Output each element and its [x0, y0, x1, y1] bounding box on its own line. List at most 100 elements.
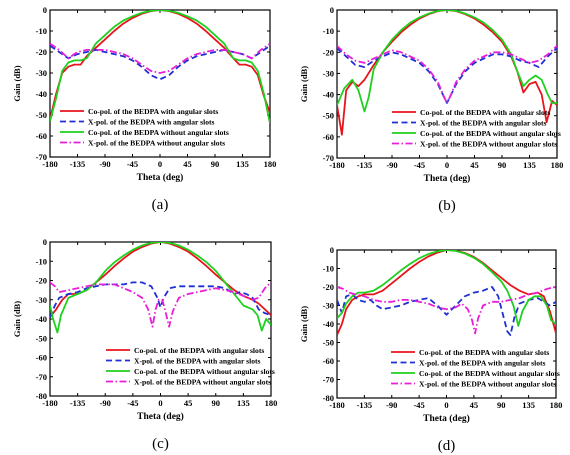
x-tick-label: -135	[70, 398, 86, 408]
series-line-4	[50, 281, 271, 328]
series-line-1	[337, 250, 556, 336]
legend-entry-4: X-pol. of the BEDPA without angular slot…	[88, 138, 225, 147]
y-axis-label: Gain (dB)	[12, 301, 22, 337]
y-tick-label: -10	[323, 26, 334, 36]
panel-caption: (a)	[152, 197, 169, 213]
y-tick-label: -20	[36, 47, 47, 57]
x-tick-label: 90	[498, 160, 507, 170]
x-tick-label: 135	[523, 160, 536, 170]
x-tick-label: 90	[497, 400, 506, 410]
y-tick-label: -20	[323, 47, 334, 57]
y-tick-label: -80	[36, 391, 47, 401]
x-tick-label: -90	[386, 160, 397, 170]
x-axis-label: Theta (deg)	[423, 413, 470, 424]
series-line-1	[50, 10, 270, 120]
y-tick-label: -40	[323, 319, 334, 329]
x-tick-label: -135	[357, 160, 373, 170]
y-tick-label: -70	[36, 372, 47, 382]
chart-panel-4: -180 -135 -90 -45 0 45 90 135 180 0 -10 -20 -30 -40 -5…	[299, 245, 562, 454]
x-axis-label: Theta (deg)	[137, 172, 184, 183]
legend-entry-2: X-pol. of the BEDPA with angular slots	[419, 358, 546, 367]
y-axis-label: Gain (dB)	[299, 66, 309, 102]
y-tick-label: -10	[323, 264, 334, 274]
x-tick-label: -45	[127, 159, 138, 169]
y-tick-label: -60	[323, 356, 334, 366]
y-axis-label: Gain (dB)	[299, 306, 309, 342]
x-tick-label: -135	[357, 400, 373, 410]
panel-caption: (b)	[438, 198, 456, 214]
series-line-3	[50, 242, 271, 334]
y-tick-label: -70	[323, 153, 334, 163]
legend-entry-4: X-pol. of the BEDPA without angular slot…	[419, 379, 556, 388]
x-tick-label: -135	[70, 159, 86, 169]
legend-entry-2: X-pol. of the BEDPA with angular slots	[420, 118, 547, 127]
y-tick-label: 0	[330, 5, 334, 15]
x-tick-label: -90	[100, 398, 111, 408]
y-tick-label: 0	[43, 237, 47, 247]
x-tick-label: -45	[413, 400, 424, 410]
series-line-4	[337, 45, 557, 104]
x-tick-label: 45	[470, 400, 479, 410]
x-tick-label: 0	[445, 160, 449, 170]
chart-panel-1: -180 -135 -90 -45 0 45 90 135 180 0 -10 -20 -30 -40 -5…	[12, 5, 276, 213]
x-tick-label: 0	[158, 398, 162, 408]
panel-caption: (d)	[438, 438, 456, 454]
y-tick-label: -60	[323, 132, 334, 142]
series-line-4	[337, 286, 556, 335]
legend-entry-3: Co-pol. of the BEDPA without angular slo…	[88, 128, 229, 137]
series-line-2	[50, 44, 270, 81]
y-tick-label: -40	[323, 90, 334, 100]
x-tick-label: 180	[264, 159, 277, 169]
legend-entry-1: Co-pol. of the BEDPA with angular slots	[419, 348, 549, 357]
x-tick-label: 135	[236, 159, 249, 169]
y-tick-label: -70	[323, 375, 334, 385]
y-tick-label: -30	[36, 295, 47, 305]
y-tick-label: -60	[36, 131, 47, 141]
y-tick-label: -50	[323, 111, 334, 121]
y-tick-label: -50	[323, 338, 334, 348]
legend-entry-1: Co-pol. of the BEDPA with angular slots	[134, 346, 264, 355]
series-line-2	[337, 47, 557, 104]
series-line-2	[50, 281, 271, 318]
x-tick-label: -180	[329, 160, 345, 170]
x-tick-label: -90	[386, 400, 397, 410]
y-tick-label: -20	[36, 276, 47, 286]
x-tick-label: -90	[99, 159, 110, 169]
y-tick-label: -30	[323, 68, 334, 78]
chart-panel-2: -180 -135 -90 -45 0 45 90 135 180 0 -10 -20 -30 -40 -5…	[299, 5, 563, 214]
series-line-4	[50, 42, 270, 74]
y-tick-label: -20	[323, 282, 334, 292]
legend-entry-1: Co-pol. of the BEDPA with angular slots	[88, 107, 218, 116]
series-line-3	[337, 250, 556, 327]
x-tick-label: -180	[42, 398, 58, 408]
legend-entry-3: Co-pol. of the BEDPA without angular slo…	[419, 369, 560, 378]
y-tick-label: -30	[36, 68, 47, 78]
chart-panel-3: -180 -135 -90 -45 0 45 90 135 180 0 -10 -20 -30 -40 -5…	[12, 237, 277, 452]
x-tick-label: -180	[329, 400, 345, 410]
x-tick-label: 135	[237, 398, 250, 408]
x-tick-label: 180	[265, 398, 278, 408]
y-tick-label: -10	[36, 256, 47, 266]
y-tick-label: 0	[330, 245, 334, 255]
series-line-3	[50, 10, 270, 124]
y-tick-label: -10	[36, 26, 47, 36]
x-tick-label: 45	[470, 160, 479, 170]
series-line-2	[337, 286, 556, 336]
x-tick-label: 135	[522, 400, 535, 410]
x-tick-label: -180	[42, 159, 58, 169]
x-tick-label: 0	[444, 400, 448, 410]
x-tick-label: 180	[550, 400, 563, 410]
legend-entry-4: X-pol. of the BEDPA without angular slot…	[134, 377, 271, 386]
x-tick-label: -45	[414, 160, 425, 170]
x-tick-label: -45	[127, 398, 138, 408]
x-axis-label: Theta (deg)	[424, 173, 471, 184]
panel-caption: (c)	[152, 436, 169, 452]
x-tick-label: 180	[551, 160, 564, 170]
y-tick-label: -40	[36, 89, 47, 99]
legend-entry-3: Co-pol. of the BEDPA without angular slo…	[134, 367, 275, 376]
x-axis-label: Theta (deg)	[137, 411, 184, 422]
y-tick-label: 0	[43, 5, 47, 15]
legend-entry-4: X-pol. of the BEDPA without angular slot…	[420, 139, 557, 148]
legend-entry-1: Co-pol. of the BEDPA with angular slots	[420, 108, 550, 117]
y-tick-label: -30	[323, 301, 334, 311]
